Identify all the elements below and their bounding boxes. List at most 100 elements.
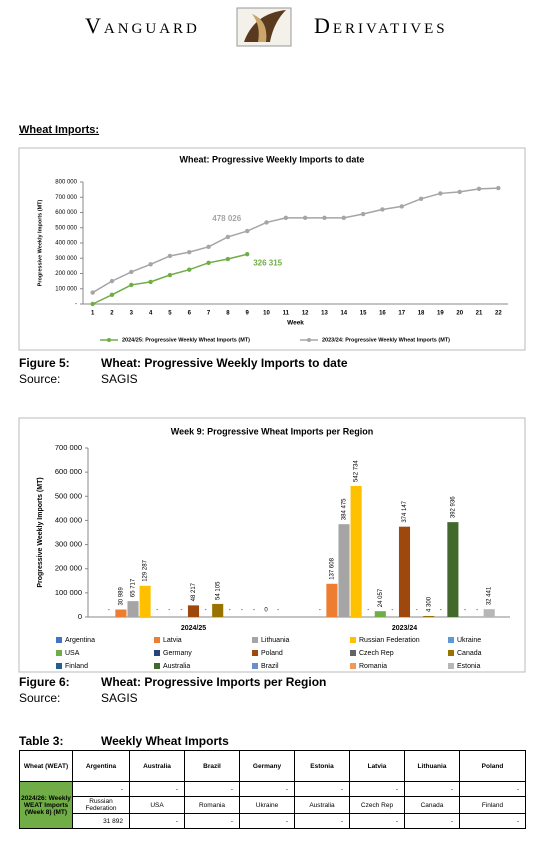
data-label: 65 717: [131, 578, 137, 597]
table-cell: -: [294, 781, 350, 797]
bar: [374, 611, 386, 617]
logo-shape: [252, 14, 267, 42]
table-cell: 2024/26: Weekly WEAT Imports (Week 8) (M…: [19, 781, 73, 829]
table-cell: -: [129, 813, 185, 829]
table-cell: -: [459, 781, 526, 797]
legend-swatch: [252, 663, 258, 669]
figure-title: Wheat: Progressive Imports per Region: [101, 675, 326, 689]
data-label: 54 105: [215, 581, 221, 600]
data-label: -: [241, 608, 243, 614]
table-row: Russian Federation USA Romania Ukraine Austr…: [20, 796, 526, 814]
bar: [338, 524, 350, 617]
data-label: 392 936: [450, 496, 456, 518]
table-cell: Russian Federation: [72, 796, 130, 814]
legend-swatch: [448, 663, 454, 669]
legend-swatch: [252, 637, 258, 643]
legend-label: Latvia: [163, 637, 182, 644]
chart-title: Week 9: Progressive Wheat Imports per Re…: [171, 426, 373, 436]
data-label: 32 441: [487, 586, 493, 605]
x-tick-label: 9: [246, 311, 250, 317]
legend-label: USA: [65, 650, 80, 657]
data-point: [264, 220, 269, 225]
bar: [350, 485, 362, 617]
data-point: [245, 228, 250, 234]
data-point: [187, 267, 192, 272]
data-point: [322, 215, 327, 221]
table-cell: -: [459, 813, 526, 829]
legend-swatch: [448, 637, 454, 643]
legend-label: Brazil: [261, 663, 279, 670]
legend-label: Ukraine: [457, 637, 481, 644]
data-label: 24 057: [378, 588, 384, 607]
data-point: [302, 215, 308, 221]
x-tick-label: 5: [168, 311, 172, 317]
data-label: -: [476, 608, 478, 614]
legend-swatch: [252, 650, 258, 656]
data-point: [109, 292, 115, 298]
table-cell: Australia: [294, 796, 350, 814]
y-tick-label: 700 000: [55, 195, 77, 201]
x-tick-label: 2: [110, 311, 114, 317]
table-cell: 31 892: [72, 813, 130, 829]
y-axis-label: Progressive Weekly Imports (MT): [37, 477, 44, 587]
bar: [423, 615, 435, 617]
data-point: [283, 215, 289, 221]
legend-swatch: [56, 663, 62, 669]
table-cell: Germany: [239, 750, 295, 782]
data-point: [148, 279, 153, 285]
table-cell: -: [349, 813, 405, 829]
table-cell: Finland: [459, 796, 526, 814]
table-cell: Canada: [404, 796, 460, 814]
data-point: [90, 290, 95, 295]
data-point: [206, 244, 211, 250]
table-cell: -: [349, 781, 405, 797]
x-tick-label: 10: [263, 311, 270, 317]
y-axis-label: Progressive Weekly Imports (MT): [37, 199, 43, 286]
source-label: Source:: [19, 372, 60, 386]
data-label: 478 026: [212, 214, 241, 223]
data-point: [109, 278, 115, 284]
x-tick-label: 2023/24: [392, 625, 417, 632]
x-tick-label: 22: [495, 311, 502, 317]
logo-shape: [244, 10, 286, 42]
data-label: -: [440, 608, 442, 614]
y-tick-label: 700 000: [55, 443, 82, 452]
legend-label: Lithuania: [261, 637, 290, 644]
data-point: [225, 256, 231, 262]
data-label: 129 287: [143, 559, 149, 581]
legend-label: Poland: [261, 650, 283, 657]
data-label: -: [319, 608, 321, 614]
chart-title: Wheat: Progressive Weekly Imports to dat…: [180, 154, 365, 164]
data-label: 384 475: [342, 498, 348, 520]
table-cell: -: [72, 781, 130, 797]
data-label: -: [180, 608, 182, 614]
table-row: 2024/26: Weekly WEAT Imports (Week 8) (M…: [19, 781, 526, 829]
data-label: -: [277, 608, 279, 614]
table-title: Weekly Wheat Imports: [101, 734, 229, 748]
legend-swatch: [154, 650, 160, 656]
chart-frame: [18, 147, 526, 351]
data-label: 4 300: [426, 596, 432, 612]
table-cell: -: [404, 781, 460, 797]
x-tick-label: 20: [456, 311, 463, 317]
data-point: [399, 204, 404, 209]
y-tick-label: 100 000: [55, 286, 77, 292]
bar: [187, 605, 200, 617]
data-label: -: [229, 608, 231, 614]
legend-label: Estonia: [457, 663, 480, 670]
x-tick-label: 8: [226, 311, 230, 317]
data-label: 30 989: [118, 587, 124, 606]
legend-label: Australia: [163, 663, 190, 670]
bar: [326, 583, 338, 617]
data-label: -: [464, 608, 466, 614]
table-cell: Argentina: [72, 750, 130, 782]
legend-label: Argentina: [65, 637, 95, 644]
data-point: [206, 260, 211, 266]
data-label: -: [108, 608, 110, 614]
y-tick-label: 500 000: [55, 491, 82, 500]
data-point: [476, 186, 482, 192]
legend-swatch: [154, 663, 160, 669]
bar: [115, 609, 127, 617]
y-tick-label: 500 000: [55, 225, 77, 231]
